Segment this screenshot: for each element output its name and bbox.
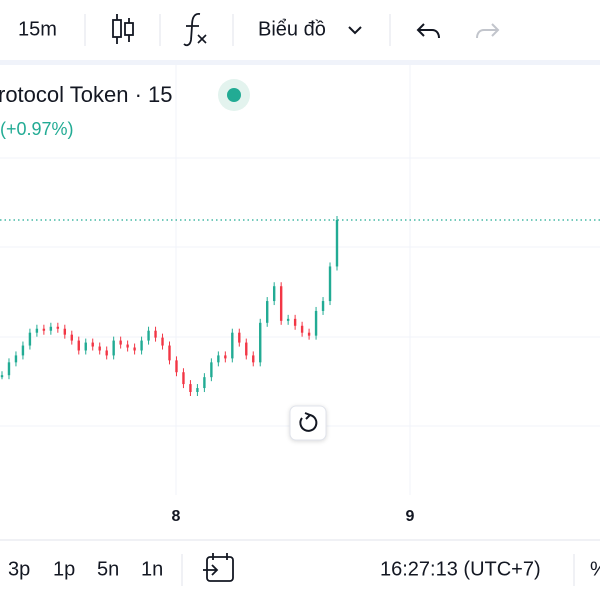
candle bbox=[189, 384, 192, 392]
candle bbox=[140, 340, 143, 351]
candle bbox=[77, 340, 80, 351]
candle bbox=[42, 328, 46, 331]
candle bbox=[133, 347, 136, 351]
status-dot bbox=[227, 88, 241, 102]
candle bbox=[293, 318, 297, 326]
candle bbox=[112, 340, 115, 356]
toolbar: 15m Biểu đồ bbox=[18, 13, 500, 47]
candle bbox=[84, 342, 87, 351]
candle bbox=[321, 301, 325, 311]
candle bbox=[70, 334, 73, 341]
candle bbox=[56, 326, 60, 329]
chevron bbox=[348, 26, 362, 35]
candle bbox=[203, 377, 206, 389]
symbol-title: rotocol Token · 15 bbox=[0, 82, 172, 107]
x-tick-label: 9 bbox=[406, 508, 415, 525]
candle bbox=[98, 346, 101, 351]
range-button[interactable]: 1p bbox=[53, 558, 75, 580]
candle bbox=[259, 322, 262, 363]
toolbar-divider bbox=[0, 60, 600, 65]
price-change: (+0.97%) bbox=[0, 119, 74, 139]
candle bbox=[217, 355, 220, 363]
candle bbox=[182, 372, 185, 385]
candle bbox=[272, 286, 276, 302]
candle bbox=[314, 310, 318, 336]
candle bbox=[168, 345, 171, 361]
candle bbox=[126, 344, 129, 348]
candle bbox=[335, 220, 339, 267]
candle bbox=[279, 286, 283, 321]
x-tick-label: 8 bbox=[172, 508, 181, 525]
clock: 16:27:13 (UTC+7) bbox=[380, 558, 541, 580]
candle-icon[interactable] bbox=[112, 14, 134, 44]
candle bbox=[328, 266, 332, 302]
candle bbox=[63, 328, 67, 335]
candle bbox=[14, 355, 18, 363]
candle bbox=[105, 350, 108, 356]
candles bbox=[0, 216, 600, 396]
candle bbox=[0, 375, 4, 378]
candle bbox=[161, 337, 164, 346]
candle bbox=[7, 362, 11, 376]
candle bbox=[196, 388, 199, 392]
candle bbox=[252, 355, 255, 363]
undo-button[interactable] bbox=[416, 23, 440, 39]
grid bbox=[0, 65, 600, 495]
reset-button[interactable] bbox=[289, 405, 327, 441]
indicators-icon[interactable] bbox=[183, 13, 207, 47]
candle bbox=[147, 330, 150, 341]
candle bbox=[35, 328, 39, 333]
candle bbox=[21, 345, 25, 356]
candle bbox=[286, 318, 290, 321]
candle bbox=[224, 355, 227, 359]
candle bbox=[245, 342, 248, 356]
candle bbox=[49, 326, 53, 331]
interval-button[interactable]: 15m bbox=[18, 18, 57, 40]
candle bbox=[300, 325, 304, 333]
goto-date-button[interactable] bbox=[203, 553, 234, 582]
chart-type-button[interactable]: Biểu đồ bbox=[258, 18, 326, 40]
candle bbox=[175, 360, 178, 373]
candle bbox=[154, 330, 157, 338]
redo-button[interactable] bbox=[476, 23, 500, 39]
candle bbox=[231, 332, 234, 359]
range-button[interactable]: 3p bbox=[8, 558, 30, 580]
candle bbox=[307, 332, 311, 336]
candle bbox=[91, 342, 94, 347]
candle bbox=[238, 332, 241, 343]
candle bbox=[266, 301, 269, 323]
candle bbox=[210, 362, 213, 378]
percent-button[interactable]: % bbox=[590, 558, 600, 580]
candle bbox=[28, 332, 32, 346]
range-button[interactable]: 5n bbox=[97, 558, 119, 580]
candle bbox=[119, 340, 122, 345]
range-button[interactable]: 1n bbox=[141, 558, 163, 580]
